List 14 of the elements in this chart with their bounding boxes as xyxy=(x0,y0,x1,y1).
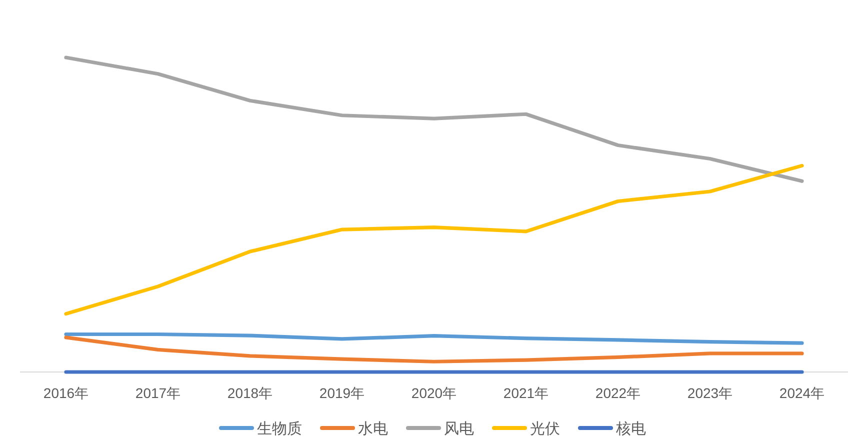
legend-label: 水电 xyxy=(358,420,388,438)
x-tick: 2023年 xyxy=(687,385,733,401)
x-tick: 2019年 xyxy=(319,385,365,401)
x-tick: 2021年 xyxy=(503,385,549,401)
x-tick: 2016年 xyxy=(43,385,89,401)
legend-label: 生物质 xyxy=(257,420,302,438)
legend-label: 风电 xyxy=(444,420,474,438)
x-tick: 2022年 xyxy=(595,385,641,401)
x-tick: 2017年 xyxy=(135,385,181,401)
x-tick: 2020年 xyxy=(411,385,457,401)
x-tick: 2018年 xyxy=(227,385,273,401)
legend-label: 核电 xyxy=(616,420,646,438)
legend-label: 光伏 xyxy=(530,420,560,438)
x-tick: 2024年 xyxy=(779,385,825,401)
